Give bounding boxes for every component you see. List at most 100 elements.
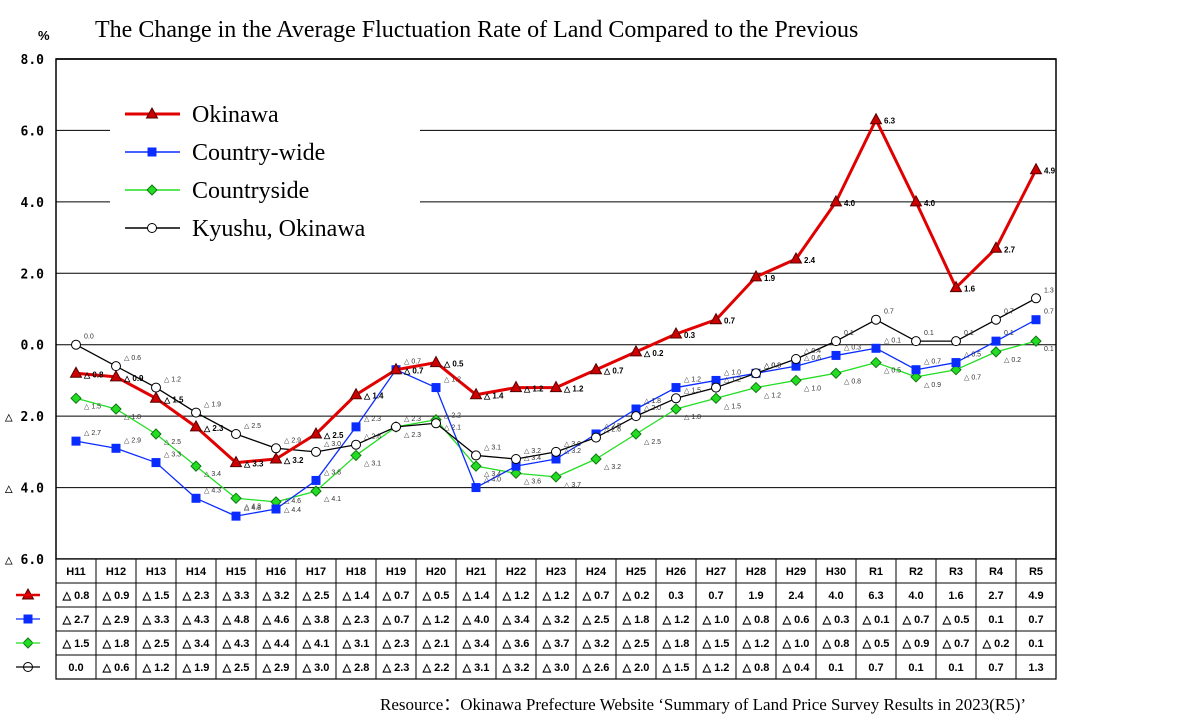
- table-cell: 1.9: [748, 590, 763, 602]
- table-cell: 0.1: [948, 662, 963, 674]
- data-label: 0.7: [1004, 309, 1014, 316]
- table-cell: △ 1.8: [622, 614, 650, 626]
- data-label: △ 0.1: [884, 337, 901, 344]
- table-cell: △ 0.7: [902, 614, 930, 626]
- data-point: [231, 429, 241, 439]
- data-point: [151, 458, 161, 468]
- data-point: [150, 428, 162, 440]
- y-tick-label: △ 2.0: [5, 410, 44, 425]
- data-point: [510, 467, 522, 479]
- table-header-cell: H20: [426, 566, 446, 578]
- legend-label: Okinawa: [192, 102, 279, 128]
- data-label: △ 0.9: [123, 374, 144, 383]
- data-point: [1030, 335, 1042, 347]
- table-cell: △ 4.3: [222, 638, 250, 650]
- data-point: [950, 364, 962, 376]
- data-point: [910, 371, 922, 383]
- data-point: [550, 471, 562, 483]
- table-cell: △ 0.6: [102, 662, 130, 674]
- data-label: △ 2.5: [323, 431, 344, 440]
- table-cell: △ 3.1: [462, 662, 490, 674]
- table-cell: △ 2.0: [622, 662, 650, 674]
- table-cell: △ 1.5: [702, 638, 730, 650]
- data-label: △ 0.5: [884, 368, 901, 375]
- table-cell: △ 0.7: [582, 590, 610, 602]
- table-cell: △ 1.4: [462, 590, 491, 602]
- table-cell: △ 3.0: [542, 662, 570, 674]
- data-label: △ 1.2: [523, 385, 544, 394]
- table-cell: △ 2.5: [142, 638, 170, 650]
- data-label: △ 3.6: [524, 478, 541, 485]
- table-header-cell: R3: [949, 566, 963, 578]
- table-header-cell: H21: [466, 566, 486, 578]
- data-label: △ 3.0: [324, 441, 341, 448]
- data-label: 0.1: [1004, 330, 1014, 337]
- table-header-cell: H17: [306, 566, 326, 578]
- table-cell: △ 0.2: [982, 638, 1010, 650]
- data-point: [1031, 315, 1041, 325]
- data-point: [869, 112, 883, 125]
- data-label: △ 4.1: [324, 496, 341, 503]
- data-label: △ 1.8: [644, 398, 661, 405]
- table-cell: △ 2.8: [342, 662, 370, 674]
- table-cell: 2.4: [788, 590, 804, 602]
- data-point: [511, 454, 521, 464]
- data-label: △ 2.9: [284, 437, 301, 444]
- table-header-cell: R2: [909, 566, 923, 578]
- table-header-cell: R4: [989, 566, 1004, 578]
- data-label: △ 1.0: [804, 385, 821, 392]
- data-label: △ 4.4: [284, 507, 301, 514]
- data-point: [351, 439, 361, 450]
- table-cell: △ 2.5: [582, 614, 610, 626]
- chart-title: The Change in the Average Fluctuation Ra…: [95, 17, 858, 43]
- data-label: △ 3.3: [243, 460, 264, 469]
- data-point: [269, 451, 283, 464]
- data-label: △ 2.3: [364, 416, 381, 423]
- data-label: △ 2.3: [404, 416, 421, 423]
- data-label: △ 2.5: [164, 439, 181, 446]
- data-point: [591, 432, 601, 443]
- table-header-cell: H26: [666, 566, 686, 578]
- data-point: [469, 387, 483, 400]
- table-cell: 0.1: [1028, 638, 1043, 650]
- data-label: △ 3.8: [324, 469, 341, 476]
- table-cell: △ 0.9: [102, 590, 130, 602]
- data-point: [750, 381, 762, 394]
- data-point: [151, 382, 161, 393]
- data-label: △ 2.2: [444, 412, 461, 419]
- table-header-cell: H29: [786, 566, 806, 578]
- data-label: 4.0: [844, 199, 856, 208]
- table-cell: 0.7: [868, 662, 883, 674]
- table-header-cell: H11: [66, 566, 86, 578]
- table-cell: △ 1.0: [702, 614, 730, 626]
- table-cell: △ 0.3: [822, 614, 850, 626]
- data-point: [1029, 162, 1043, 175]
- data-label: △ 0.7: [924, 359, 941, 366]
- data-label: △ 2.5: [604, 423, 621, 430]
- legend-marker: [145, 106, 159, 119]
- data-point: [71, 339, 81, 350]
- table-cell: △ 0.8: [742, 662, 770, 674]
- table-cell: △ 3.4: [502, 614, 531, 626]
- data-point: [349, 387, 363, 400]
- data-point: [949, 280, 963, 293]
- series-group: [69, 112, 1043, 521]
- table-header-cell: H12: [106, 566, 126, 578]
- data-point: [631, 411, 641, 422]
- data-labels: △ 1.5 △ 1.8 △ 2.5 △ 3.4 △ 4.3 △ 4.4 △ 4.1 △ 3.1…: [83, 117, 1056, 514]
- data-label: △ 3.2: [524, 448, 541, 455]
- table-cell: △ 1.2: [502, 590, 530, 602]
- data-label: △ 2.5: [244, 423, 261, 430]
- data-point: [190, 460, 202, 472]
- data-label: △ 1.5: [724, 403, 741, 410]
- data-point: [870, 356, 882, 369]
- table-cell: △ 0.5: [862, 638, 890, 650]
- data-point: [509, 380, 523, 393]
- table-cell: △ 0.9: [902, 638, 930, 650]
- table-cell: △ 0.4: [782, 662, 811, 674]
- table-cell: △ 0.7: [382, 590, 410, 602]
- data-label: △ 1.8: [124, 414, 141, 421]
- table-cell: △ 0.2: [622, 590, 650, 602]
- data-label: △ 1.8: [684, 414, 701, 421]
- data-label: 4.0: [924, 199, 936, 208]
